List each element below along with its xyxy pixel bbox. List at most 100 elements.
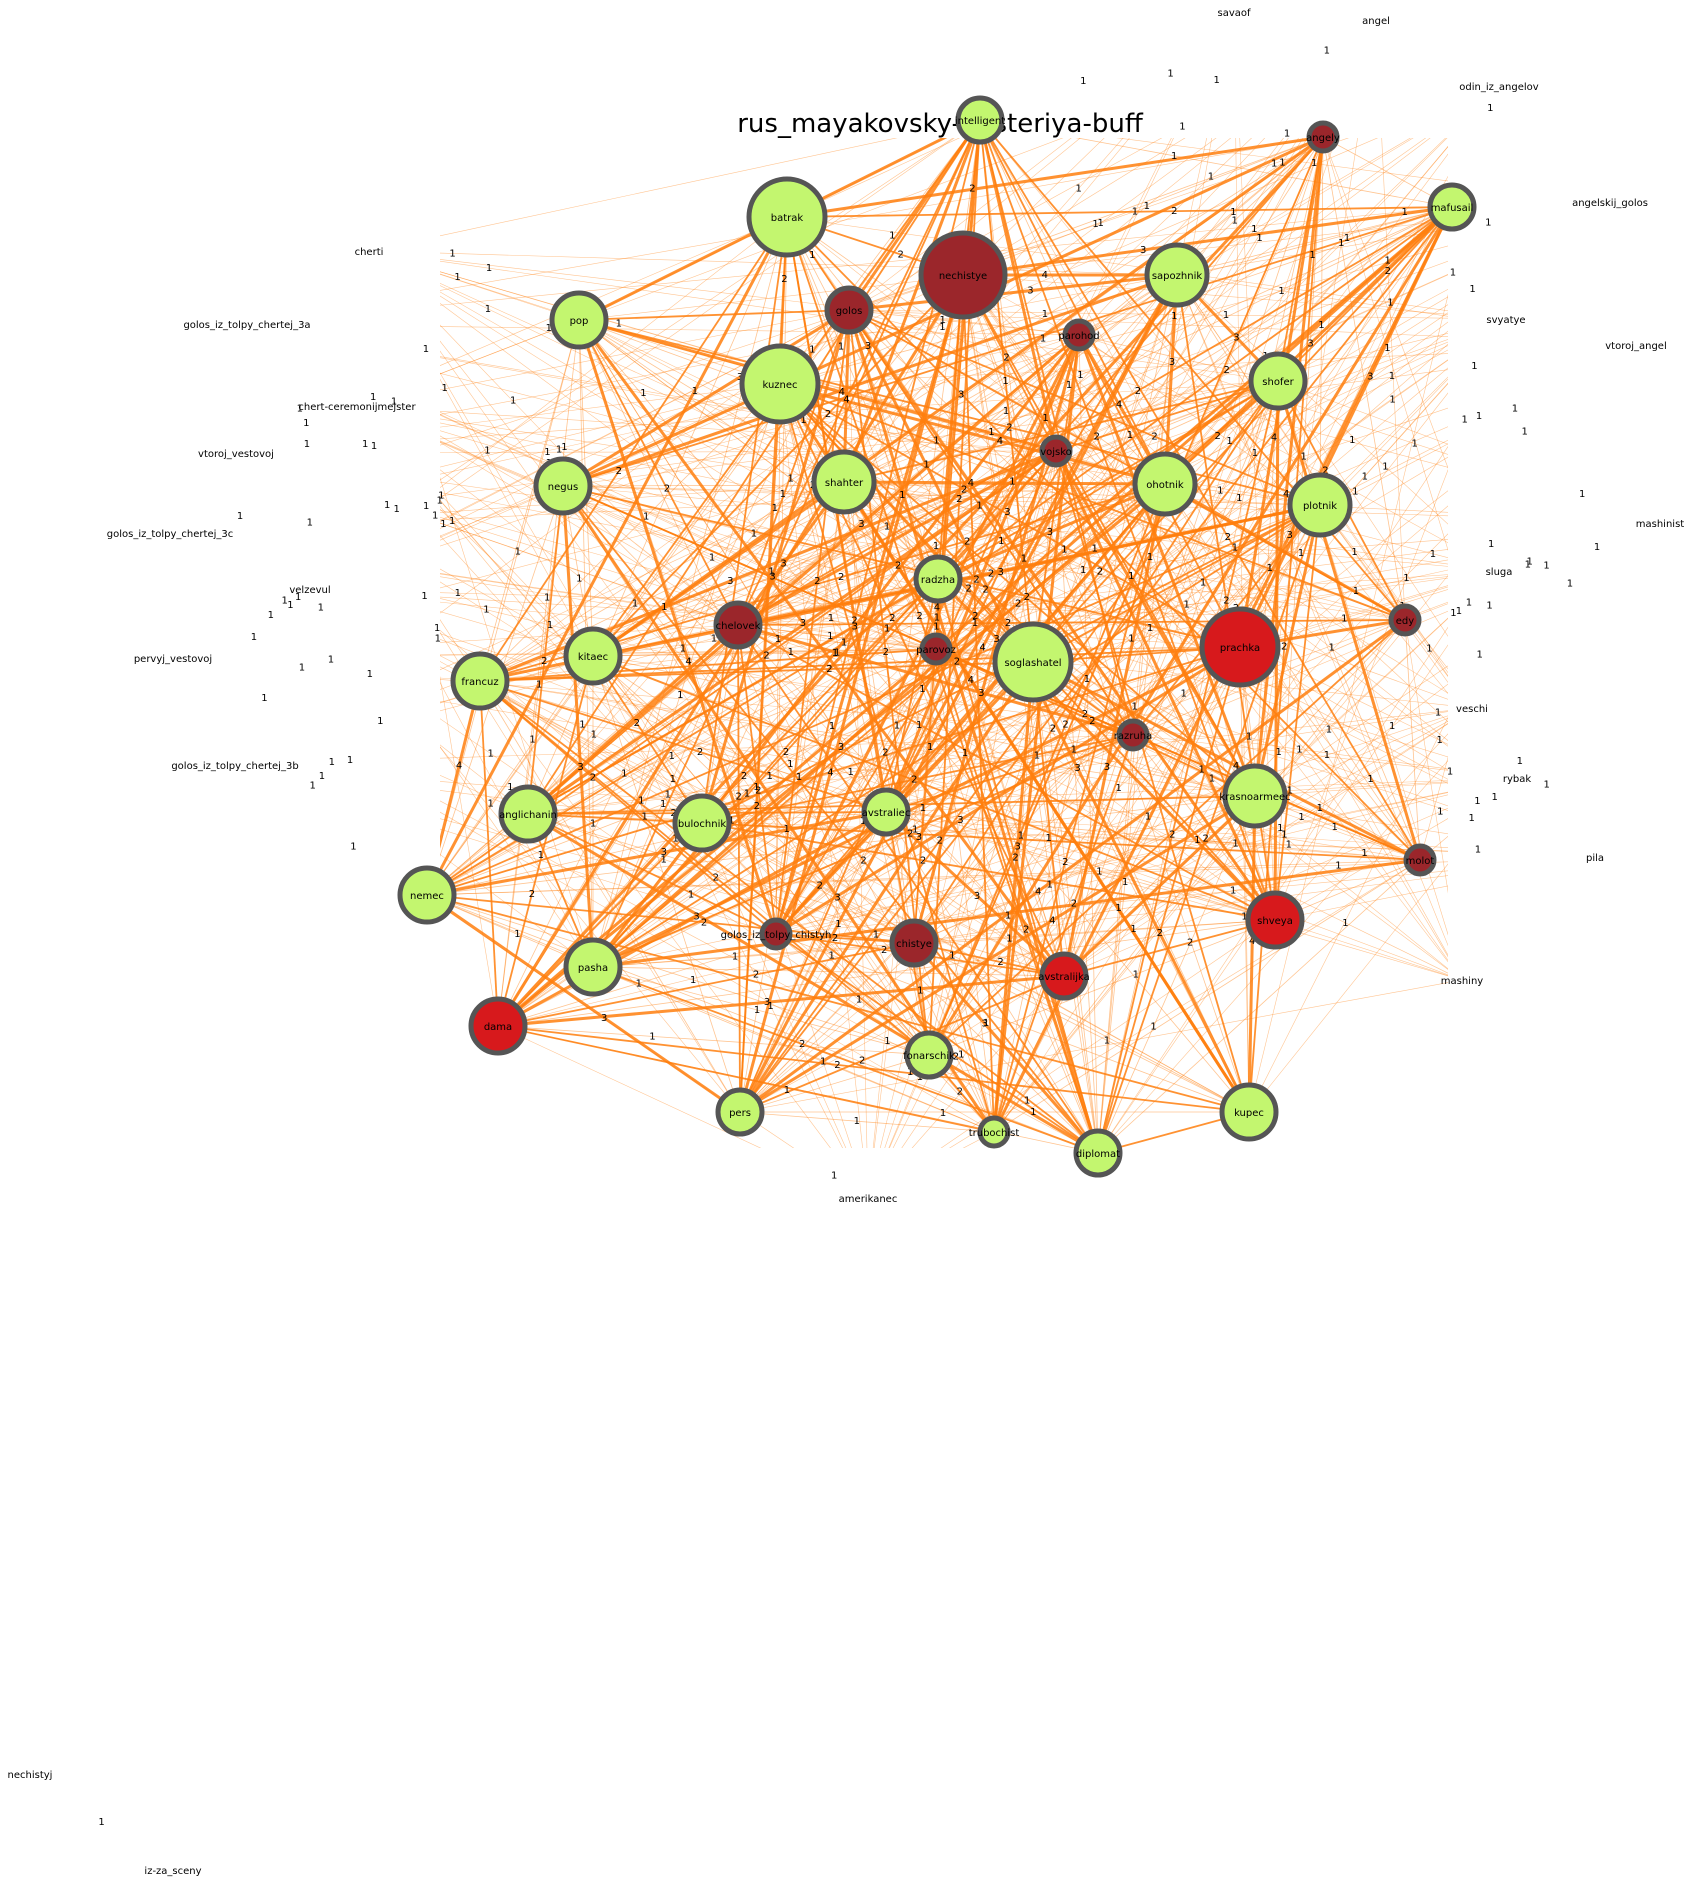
edge bbox=[440, 350, 995, 1133]
node-circle bbox=[1039, 434, 1073, 468]
edge bbox=[701, 822, 847, 1148]
edge-weight-label: 1 bbox=[873, 929, 879, 940]
edge-weight-label: 1 bbox=[933, 436, 939, 447]
edge-weight-label: 1 bbox=[1344, 233, 1350, 244]
edge bbox=[983, 138, 1134, 736]
edge bbox=[440, 430, 939, 580]
edge-weight-label: 1 bbox=[1543, 779, 1549, 790]
edge-weight-label: 2 bbox=[781, 274, 787, 285]
edge bbox=[1078, 334, 1448, 455]
edge-weight-label: 1 bbox=[976, 500, 982, 511]
edge-weight-label: 1 bbox=[643, 511, 649, 522]
node-label: prachka bbox=[1220, 643, 1260, 654]
edge-weight-label: 1 bbox=[907, 1067, 913, 1078]
edge-weight-label: 1 bbox=[1230, 207, 1236, 218]
node-circle bbox=[450, 651, 510, 711]
edge-weight-label: 1 bbox=[576, 573, 582, 584]
edge-weight-label: 1 bbox=[1130, 924, 1136, 935]
edge bbox=[701, 822, 915, 944]
edge bbox=[737, 619, 1406, 626]
edge-weight-label: 1 bbox=[328, 654, 334, 665]
edge bbox=[479, 680, 1448, 835]
edge bbox=[592, 655, 915, 944]
edge bbox=[739, 720, 1448, 1113]
edge-weight-label: 1 bbox=[1145, 812, 1151, 823]
node-label: pers bbox=[729, 1108, 751, 1119]
edge-weight-label: 2 bbox=[895, 561, 901, 572]
edge bbox=[738, 274, 1179, 1113]
edge bbox=[1176, 138, 1412, 276]
edge-weight-label: 1 bbox=[772, 503, 778, 514]
edge bbox=[440, 303, 1276, 921]
edge-weight-label: 3 bbox=[780, 558, 786, 569]
edge bbox=[479, 334, 1080, 682]
edge bbox=[440, 296, 1448, 888]
edge-weight-label: 1 bbox=[1115, 903, 1121, 914]
edge bbox=[738, 661, 1035, 1113]
edge bbox=[578, 319, 1448, 745]
edge bbox=[592, 655, 1256, 797]
edge bbox=[562, 485, 887, 813]
edge bbox=[1164, 483, 1421, 861]
edge bbox=[775, 715, 1448, 935]
edge bbox=[885, 811, 1448, 848]
edge bbox=[935, 504, 1321, 650]
edge bbox=[994, 138, 1448, 694]
edge bbox=[775, 734, 1134, 935]
edge-weight-label: 2 bbox=[825, 409, 831, 420]
edge-weight-label: 4 bbox=[456, 761, 462, 772]
edge bbox=[527, 333, 1080, 816]
edge bbox=[1115, 138, 1448, 182]
edge bbox=[592, 549, 1448, 657]
edge-weight-label: 1 bbox=[912, 824, 918, 835]
edge bbox=[440, 624, 739, 643]
edge-weight-label: 1 bbox=[329, 757, 335, 768]
edge-weight-label: 1 bbox=[1349, 435, 1355, 446]
edge-weight-label: 1 bbox=[1080, 565, 1086, 576]
edge bbox=[440, 508, 594, 657]
edge-weight-label: 1 bbox=[1488, 539, 1494, 550]
edge bbox=[843, 208, 1448, 483]
edge bbox=[962, 138, 1322, 276]
edge-weight-label: 1 bbox=[1579, 489, 1585, 500]
edge-weight-label: 1 bbox=[1324, 45, 1330, 56]
edge-weight-label: 2 bbox=[753, 970, 759, 981]
node-label: parovoz bbox=[916, 645, 956, 656]
edge-weight-label: 1 bbox=[1389, 395, 1395, 406]
outer-node-label: chert-ceremonijmejster bbox=[298, 402, 416, 413]
edge-weight-label: 1 bbox=[940, 1108, 946, 1119]
edge bbox=[440, 422, 1406, 621]
edge bbox=[935, 334, 1080, 650]
edge bbox=[578, 319, 1448, 780]
edge-weight-label: 1 bbox=[484, 446, 490, 457]
outer-node-label: savaof bbox=[1217, 8, 1251, 19]
edge-weight-label: 1 bbox=[391, 397, 397, 408]
node-circle bbox=[1287, 472, 1353, 538]
edge-weight-label: 2 bbox=[851, 615, 857, 626]
edge-weight-label: 1 bbox=[295, 592, 301, 603]
edge-weight-label: 3 bbox=[1233, 332, 1239, 343]
edge bbox=[562, 485, 930, 1056]
edge-weight-label: 1 bbox=[536, 680, 542, 691]
edge-weight-label: 1 bbox=[437, 495, 443, 506]
edge bbox=[885, 811, 1448, 977]
edge bbox=[739, 982, 1448, 1113]
edge bbox=[1164, 483, 1276, 921]
edge bbox=[928, 504, 1321, 1056]
edge bbox=[1063, 618, 1448, 977]
edge-weight-label: 1 bbox=[690, 975, 696, 986]
node-batrak: batrak bbox=[746, 176, 828, 258]
edge-weight-label: 1 bbox=[1116, 783, 1122, 794]
edge bbox=[937, 539, 1448, 580]
edge bbox=[440, 509, 937, 650]
edge-weight-label: 3 bbox=[982, 1019, 988, 1030]
edge-weight-label: 1 bbox=[1298, 812, 1304, 823]
edge-weight-label: 1 bbox=[820, 1057, 826, 1068]
edge bbox=[786, 216, 1421, 861]
edge bbox=[779, 383, 887, 813]
edge-weight-label: 1 bbox=[1401, 207, 1407, 218]
edge bbox=[592, 942, 915, 968]
edge bbox=[527, 485, 564, 815]
edge bbox=[479, 576, 1448, 682]
